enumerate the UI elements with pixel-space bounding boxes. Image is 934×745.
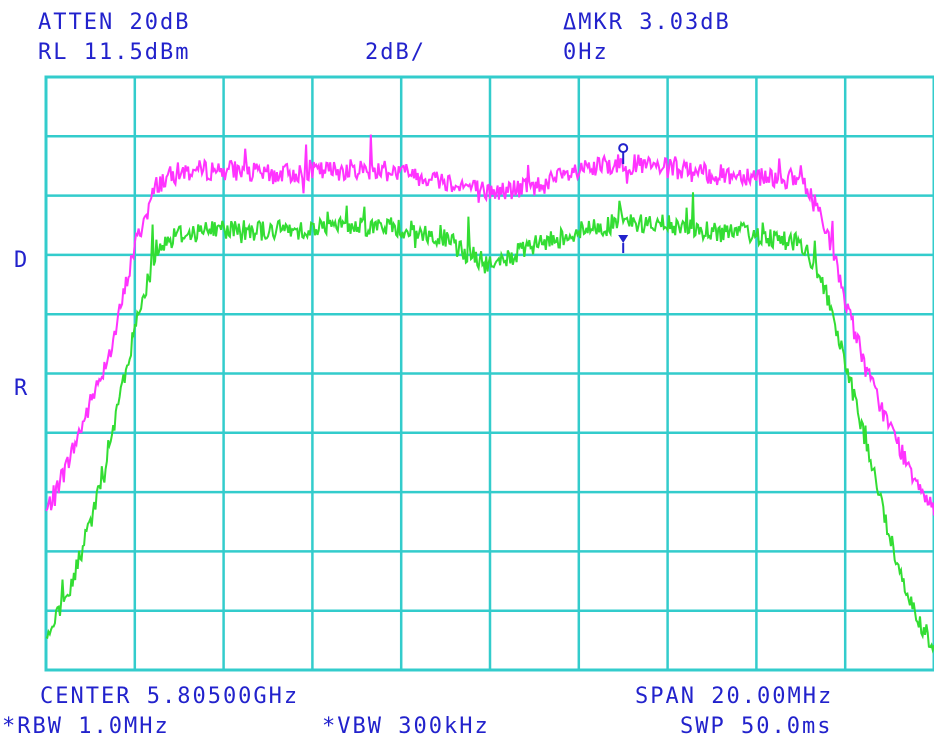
delta-marker-readout: ΔMKR 3.03dB	[563, 10, 731, 35]
markers	[618, 143, 629, 254]
traces	[45, 134, 934, 654]
delta-marker	[618, 235, 629, 244]
trace-2-line	[45, 192, 934, 654]
span-readout: SPAN 20.00MHz	[635, 684, 834, 709]
attenuation-readout: ATTEN 20dB	[38, 10, 191, 35]
reference-marker	[618, 143, 629, 154]
rbw-readout: *RBW 1.0MHz	[2, 714, 170, 739]
scale-readout: 2dB/	[365, 40, 426, 65]
trace-1-line	[45, 134, 934, 516]
marker-frequency-readout: 0Hz	[563, 40, 609, 65]
vbw-readout: *VBW 300kHz	[322, 714, 490, 739]
reference-label: R	[14, 376, 30, 401]
center-frequency-readout: CENTER 5.80500GHz	[40, 684, 300, 709]
display-line-label: D	[14, 248, 30, 273]
sweep-time-readout: SWP 50.0ms	[680, 714, 833, 739]
reference-level-readout: RL 11.5dBm	[38, 40, 191, 65]
